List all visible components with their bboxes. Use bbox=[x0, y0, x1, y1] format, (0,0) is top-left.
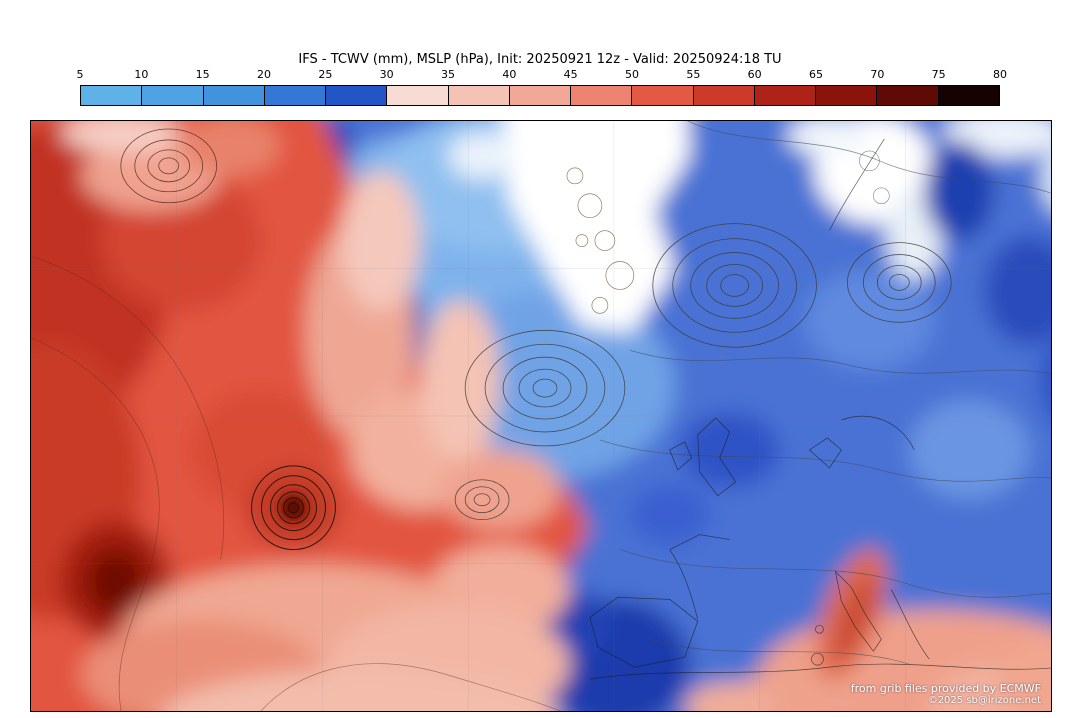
colorbar-segment bbox=[264, 86, 327, 105]
colorbar-segment bbox=[509, 86, 572, 105]
colorbar: 5 10 15 20 25 30 35 40 45 50 55 60 65 70 75 80 bbox=[76, 68, 1008, 106]
colorbar-ticks: 5 10 15 20 25 30 35 40 45 50 55 60 65 70 75 80 bbox=[76, 68, 1008, 83]
coastlines bbox=[589, 138, 1051, 680]
colorbar-tick: 50 bbox=[625, 68, 639, 81]
mslp-contours bbox=[31, 121, 1051, 711]
colorbar-tick: 80 bbox=[993, 68, 1007, 81]
colorbar-tick: 40 bbox=[502, 68, 517, 81]
colorbar-segment bbox=[203, 86, 265, 105]
colorbar-segment bbox=[693, 86, 755, 105]
weather-map: from grib files provided by ECMWF ©2025 … bbox=[30, 120, 1052, 712]
map-attribution: from grib files provided by ECMWF ©2025 … bbox=[851, 682, 1041, 706]
colorbar-segment bbox=[387, 86, 449, 105]
colorbar-segment bbox=[938, 86, 999, 105]
colorbar-tick: 5 bbox=[76, 68, 84, 81]
colorbar-tick: 70 bbox=[870, 68, 885, 81]
colorbar-segment bbox=[571, 86, 633, 105]
colorbar-tick: 30 bbox=[379, 68, 394, 81]
colorbar-segment bbox=[142, 86, 204, 105]
colorbar-tick: 60 bbox=[747, 68, 762, 81]
tcwv-field bbox=[31, 121, 1051, 711]
map-svg bbox=[31, 121, 1051, 711]
colorbar-scale bbox=[80, 85, 1000, 106]
colorbar-tick: 15 bbox=[195, 68, 210, 81]
graticule bbox=[31, 121, 1051, 711]
colorbar-tick: 25 bbox=[318, 68, 333, 81]
cyclone-core bbox=[278, 492, 309, 523]
colorbar-segment bbox=[448, 86, 510, 105]
colorbar-tick: 75 bbox=[931, 68, 946, 81]
chart-title: IFS - TCWV (mm), MSLP (hPa), Init: 20250… bbox=[298, 52, 782, 67]
colorbar-segment bbox=[754, 86, 817, 105]
colorbar-tick: 35 bbox=[441, 68, 455, 81]
attribution-copyright: ©2025 sb@irizone.net bbox=[927, 695, 1041, 706]
colorbar-segment bbox=[877, 86, 939, 105]
colorbar-tick: 45 bbox=[563, 68, 578, 81]
colorbar-segment bbox=[632, 86, 694, 105]
colorbar-tick: 20 bbox=[257, 68, 271, 81]
colorbar-tick: 65 bbox=[809, 68, 823, 81]
attribution-source: from grib files provided by ECMWF bbox=[850, 682, 1041, 695]
colorbar-tick: 10 bbox=[134, 68, 149, 81]
colorbar-tick: 55 bbox=[686, 68, 701, 81]
colorbar-segment bbox=[326, 86, 388, 105]
colorbar-segment bbox=[81, 86, 143, 105]
colorbar-segment bbox=[816, 86, 878, 105]
